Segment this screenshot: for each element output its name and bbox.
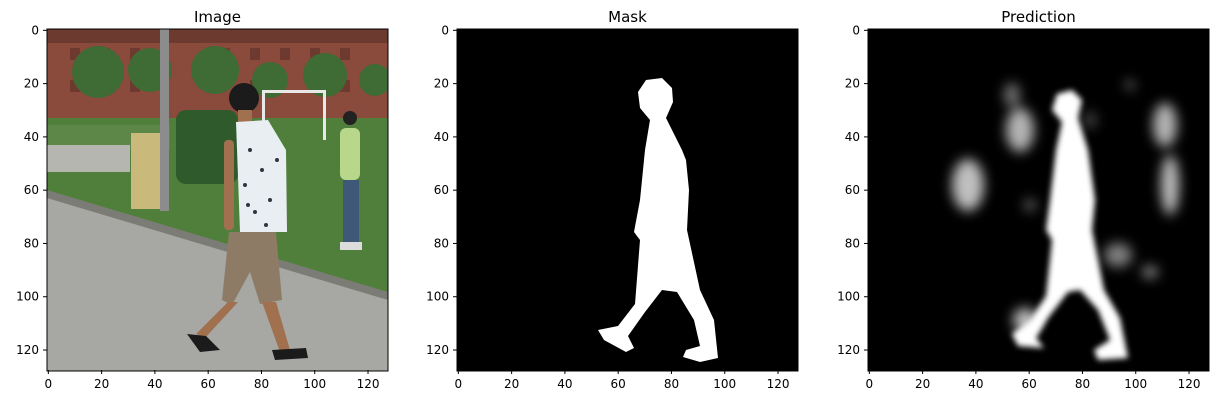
y-tick-label: 40 xyxy=(24,130,39,144)
x-tick-label: 40 xyxy=(147,377,162,391)
x-tick-label: 20 xyxy=(504,377,519,391)
x-tick-label: 80 xyxy=(664,377,679,391)
y-tick-label: 100 xyxy=(426,290,449,304)
y-tick-label: 80 xyxy=(434,236,449,250)
y-tick-label: 20 xyxy=(24,77,39,91)
x-tick-label: 60 xyxy=(1022,377,1037,391)
x-tick-label: 80 xyxy=(254,377,269,391)
y-tick-label: 60 xyxy=(845,183,860,197)
x-tick-label: 0 xyxy=(45,377,53,391)
y-tick-label: 100 xyxy=(16,290,39,304)
panel-title: Prediction xyxy=(1001,8,1076,26)
y-tick-label: 0 xyxy=(31,23,39,37)
panel-title: Image xyxy=(194,8,241,26)
x-tick-label: 100 xyxy=(713,377,736,391)
y-tick-label: 80 xyxy=(24,236,39,250)
y-tick-label: 0 xyxy=(441,23,449,37)
walking-person xyxy=(187,83,308,360)
y-tick-label: 120 xyxy=(16,343,39,357)
y-tick-label: 20 xyxy=(434,77,449,91)
x-tick-label: 0 xyxy=(455,377,463,391)
y-tick-label: 60 xyxy=(24,183,39,197)
x-tick-label: 20 xyxy=(915,377,930,391)
background-person xyxy=(340,111,362,250)
x-tick-label: 120 xyxy=(357,377,380,391)
x-tick-label: 60 xyxy=(201,377,216,391)
x-tick-label: 120 xyxy=(767,377,790,391)
y-tick-label: 20 xyxy=(845,77,860,91)
y-tick-label: 40 xyxy=(845,130,860,144)
x-tick-label: 40 xyxy=(968,377,983,391)
panel-image: Image xyxy=(46,8,389,372)
axes: 0 20 40 60 80 100 120 0 20 40 60 80 100 120 0 20 40 60 80 1… xyxy=(16,23,1200,391)
x-tick-label: 80 xyxy=(1075,377,1090,391)
photo xyxy=(47,29,388,371)
x-tick-label: 100 xyxy=(1124,377,1147,391)
y-tick-label: 40 xyxy=(434,130,449,144)
prediction-heatmap xyxy=(952,80,1179,360)
x-tick-label: 40 xyxy=(557,377,572,391)
x-tick-label: 60 xyxy=(611,377,626,391)
panel-title: Mask xyxy=(608,8,647,26)
x-tick-label: 100 xyxy=(303,377,326,391)
y-tick-label: 80 xyxy=(845,236,860,250)
y-tick-label: 120 xyxy=(426,343,449,357)
panel-mask: Mask xyxy=(456,8,799,372)
y-tick-label: 100 xyxy=(837,290,860,304)
y-tick-label: 60 xyxy=(434,183,449,197)
y-tick-label: 120 xyxy=(837,343,860,357)
panel-prediction: Prediction xyxy=(867,8,1210,372)
x-tick-label: 20 xyxy=(94,377,109,391)
y-tick-label: 0 xyxy=(852,23,860,37)
x-tick-label: 120 xyxy=(1178,377,1201,391)
x-tick-label: 0 xyxy=(866,377,874,391)
mask-silhouette xyxy=(598,78,718,362)
